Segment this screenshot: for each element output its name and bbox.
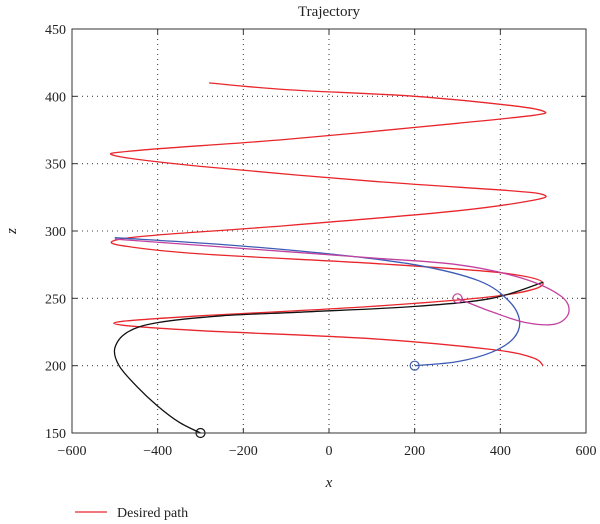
black-trajectory-line xyxy=(113,281,544,434)
legend: Desired path xyxy=(75,506,188,521)
magenta-trajectory-line xyxy=(114,238,570,326)
x-tick-label: 400 xyxy=(490,444,511,459)
x-tick-label: −600 xyxy=(58,444,87,459)
start-point-marker xyxy=(409,360,420,371)
y-tick-label: 250 xyxy=(45,292,66,307)
x-tick-label: −400 xyxy=(143,444,172,459)
chart-title: Trajectory xyxy=(298,4,360,20)
y-tick-label: 300 xyxy=(45,225,66,240)
x-tick-label: 0 xyxy=(326,444,333,459)
desired-path-line xyxy=(109,82,547,367)
start-point-marker xyxy=(452,293,463,304)
x-axis-label: x xyxy=(325,475,333,491)
tick-layer: −600 −400 −200 0 200 400 600 150 200 250 300 350 400… xyxy=(45,23,597,459)
y-axis-label: z xyxy=(4,228,20,235)
y-tick-label: 400 xyxy=(45,90,66,105)
y-tick-label: 450 xyxy=(45,23,66,38)
x-tick-label: 600 xyxy=(576,444,597,459)
y-tick-label: 200 xyxy=(45,360,66,375)
blue-trajectory-line xyxy=(114,237,521,367)
x-tick-label: −200 xyxy=(229,444,258,459)
grid xyxy=(72,29,586,433)
y-tick-label: 350 xyxy=(45,158,66,173)
series-layer xyxy=(109,82,570,439)
y-tick-label: 150 xyxy=(45,427,66,442)
x-tick-label: 200 xyxy=(404,444,425,459)
legend-label-desired-path: Desired path xyxy=(117,506,188,521)
